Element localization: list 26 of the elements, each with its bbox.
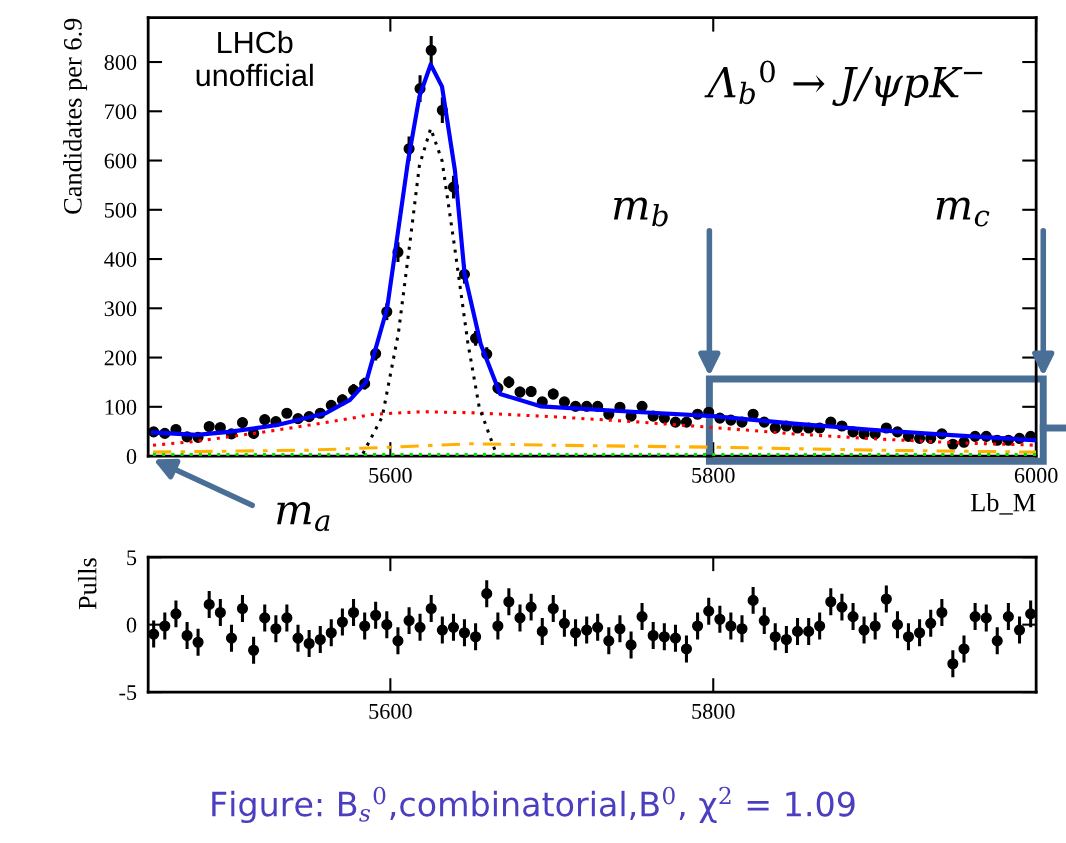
annotation: m$_{b}$ [613, 197, 668, 227]
x-tick-label: 5600 [369, 467, 412, 483]
x-tick-label: 5800 [692, 467, 735, 483]
annotation: m$_{c}$ [936, 197, 990, 227]
x-tick-label: 5600 [369, 703, 412, 719]
y-tick-label: 5 [127, 550, 137, 566]
y-tick-label: 800 [104, 54, 137, 70]
text: Figure: B$_{s}$$^{0}$,combinatorial,B$^{0}$, χ$^{2}$ = 1.09 [212, 786, 855, 824]
text: m$_{a}$ [277, 502, 330, 532]
y-tick-label: -5 [119, 685, 137, 701]
y-tick-label: 500 [105, 202, 137, 218]
x-axis-title: Lb_M [970, 492, 1036, 515]
y-tick-label: 100 [105, 399, 137, 415]
annotation: Λ$_{b}$$^{0}$ → J/ψpK$^{−}$ [704, 60, 983, 106]
y-tick-label: 200 [104, 350, 137, 366]
y-axis-title: Candidates per 6.9 [63, 18, 88, 214]
x-tick-label: 5800 [692, 703, 735, 719]
y-tick-label: 600 [104, 153, 137, 169]
y-tick-label: 300 [104, 301, 137, 317]
y-tick-label: 0 [126, 449, 137, 464]
y-tick-label: 700 [105, 104, 137, 120]
y-axis-title: Pulls [77, 558, 97, 610]
annotation: LHCb unofficial [196, 30, 313, 87]
x-tick-label: 6000 [1014, 467, 1058, 483]
y-tick-label: 0 [126, 617, 137, 633]
y-tick-label: 400 [104, 251, 137, 267]
